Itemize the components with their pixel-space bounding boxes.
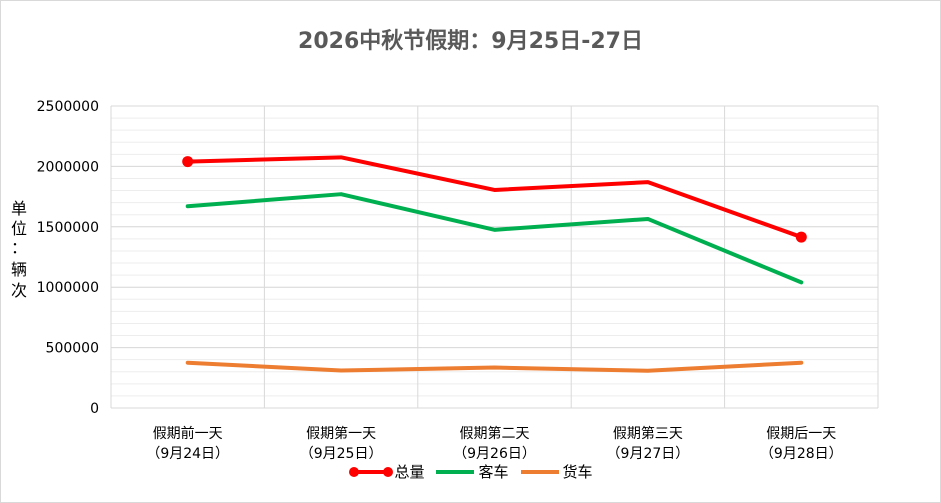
chart-title: 2026中秋节假期：9月25日-27日 (298, 29, 643, 54)
legend-item: 总量 (348, 461, 424, 482)
series-point-总量 (795, 231, 807, 243)
x-tick-label: 假期第二天 (460, 425, 530, 442)
y-tick-label: 2000000 (37, 159, 99, 175)
legend-swatch (436, 469, 475, 474)
y-axis-label-char: 辆 (11, 260, 28, 279)
series-line-客车 (185, 192, 804, 285)
y-axis-label-char: 位 (11, 219, 28, 238)
y-axis-label-char: 次 (11, 281, 28, 300)
x-tick-sublabel: （9月27日） (607, 446, 690, 462)
legend-label: 货车 (562, 463, 593, 481)
y-tick-label: 500000 (46, 341, 99, 357)
x-tick-label: 假期前一天 (153, 425, 223, 442)
y-axis-label-char: 单 (11, 199, 28, 218)
legend-swatch (349, 466, 394, 477)
x-tick-sublabel: （9月24日） (146, 446, 229, 462)
x-tick-sublabel: （9月25日） (300, 446, 383, 462)
x-tick-label: 假期第一天 (306, 425, 376, 442)
legend-label: 客车 (478, 463, 509, 481)
legend-label: 总量 (394, 463, 425, 481)
series-point-总量 (182, 156, 194, 168)
series-line-总量 (185, 155, 804, 240)
legend-item: 客车 (432, 461, 509, 482)
series-line-货车 (185, 360, 804, 373)
x-tick-label: 假期第三天 (613, 425, 683, 442)
x-tick-label: 假期后一天 (766, 426, 836, 442)
y-tick-label: 2500000 (37, 99, 99, 115)
y-tick-label: 0 (90, 401, 99, 417)
legend: 总量 客车 货车 (1, 461, 940, 483)
y-tick-label: 1500000 (37, 220, 99, 236)
y-tick-label: 1000000 (37, 280, 99, 296)
legend-item: 货车 (517, 461, 593, 482)
x-tick-sublabel: （9月26日） (453, 446, 536, 462)
legend-swatch (520, 469, 559, 474)
y-axis-label-char: ： (11, 238, 28, 257)
x-tick-sublabel: （9月28日） (760, 446, 843, 462)
